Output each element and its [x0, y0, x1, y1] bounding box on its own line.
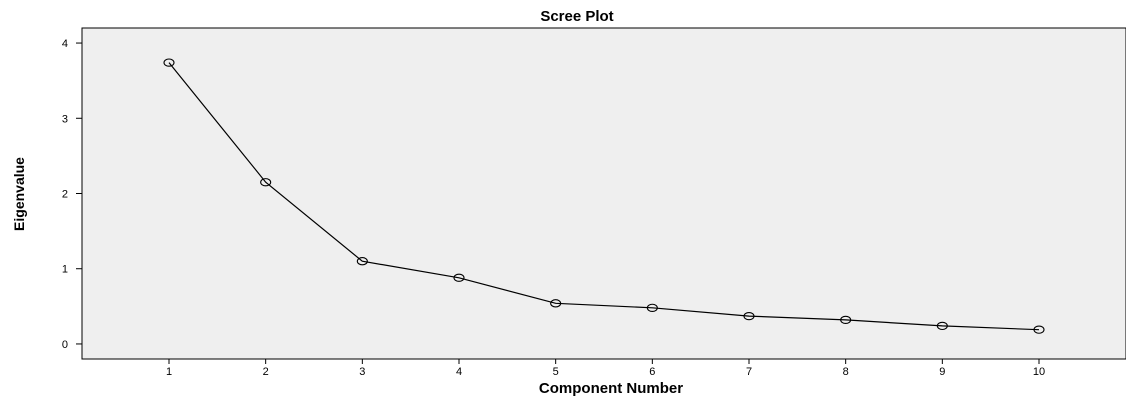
x-tick-label: 1 — [166, 366, 172, 378]
data-point — [646, 303, 658, 312]
data-point — [1033, 325, 1045, 334]
y-axis-label: Eigenvalue — [11, 157, 27, 231]
data-point — [356, 257, 368, 266]
data-point — [743, 311, 755, 321]
x-tick-label: 3 — [359, 366, 365, 378]
x-axis-ticks: 1 2 3 4 5 6 7 8 9 10 — [166, 359, 1045, 378]
y-tick-label: 2 — [62, 189, 68, 201]
x-tick-label: 7 — [746, 366, 752, 378]
x-tick-label: 2 — [263, 366, 269, 378]
series-line — [168, 62, 1040, 331]
x-tick-label: 8 — [843, 366, 849, 378]
x-tick-label: 10 — [1033, 366, 1045, 378]
plot-area — [81, 27, 1126, 360]
x-tick-label: 5 — [553, 366, 559, 378]
data-point — [840, 315, 852, 325]
data-point — [936, 321, 948, 331]
y-tick-label: 0 — [62, 339, 68, 351]
eigenvalue-series — [163, 58, 1045, 334]
data-point — [453, 273, 465, 282]
chart-title: Scree Plot — [540, 8, 613, 25]
data-point — [163, 58, 175, 67]
x-tick-label: 6 — [649, 366, 655, 378]
y-tick-label: 1 — [62, 264, 68, 276]
x-axis-label: Component Number — [539, 380, 683, 397]
y-axis-ticks: 0 1 2 3 4 — [62, 38, 82, 351]
y-tick-label: 4 — [62, 38, 68, 50]
x-tick-label: 9 — [939, 366, 945, 378]
data-point — [550, 299, 562, 308]
data-point — [260, 178, 272, 187]
x-tick-label: 4 — [456, 366, 462, 378]
y-tick-label: 3 — [62, 113, 68, 125]
